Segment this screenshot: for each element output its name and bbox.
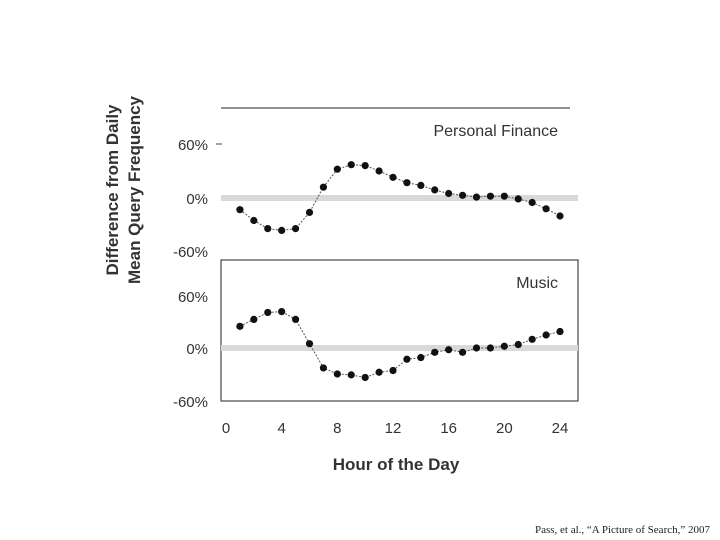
data-point xyxy=(278,308,286,316)
zero-reference-band xyxy=(221,195,578,201)
data-point xyxy=(333,370,341,378)
data-point xyxy=(528,335,536,343)
y-tick-label: 60% xyxy=(178,137,208,154)
x-tick-label: 4 xyxy=(277,420,285,437)
data-point xyxy=(528,198,536,207)
y-tick-label: 0% xyxy=(186,191,208,208)
data-point xyxy=(458,348,467,356)
data-point xyxy=(556,327,564,336)
data-point xyxy=(417,181,425,189)
data-point xyxy=(486,192,495,200)
data-point xyxy=(236,322,244,330)
data-point xyxy=(417,353,425,362)
data-point xyxy=(291,225,300,233)
data-point xyxy=(319,364,328,372)
x-tick-label: 24 xyxy=(552,420,569,437)
data-point xyxy=(542,205,550,213)
data-point xyxy=(458,191,467,199)
data-point xyxy=(278,226,286,234)
y-tick-label: 60% xyxy=(178,289,208,306)
data-point xyxy=(375,167,383,175)
data-point xyxy=(305,340,314,348)
x-tick-label: 20 xyxy=(496,420,513,437)
data-point xyxy=(500,342,508,350)
series-line xyxy=(239,311,561,379)
data-point xyxy=(361,162,369,170)
x-tick-label: 12 xyxy=(385,420,402,437)
data-point xyxy=(291,315,300,323)
data-point xyxy=(347,371,355,379)
data-point xyxy=(361,373,369,382)
y-axis-label-line1: Difference from Daily xyxy=(103,104,122,276)
data-point xyxy=(472,193,481,201)
citation: Pass, et al., “A Picture of Search,” 200… xyxy=(534,524,710,536)
data-point xyxy=(445,346,453,354)
data-point xyxy=(514,195,522,203)
data-point xyxy=(431,186,439,194)
y-tick-label: 0% xyxy=(186,341,208,358)
data-point xyxy=(389,366,397,375)
x-axis-ticks: 0 4 8 12 16 20 24 xyxy=(222,420,569,437)
panel-title: Music xyxy=(516,275,558,292)
data-point xyxy=(264,308,272,317)
data-point xyxy=(486,344,495,352)
panel-music: 60% 0% -60% Music xyxy=(173,259,579,411)
data-point xyxy=(305,208,314,216)
x-tick-label: 8 xyxy=(333,420,341,437)
x-tick-label: 0 xyxy=(222,420,230,437)
data-point xyxy=(347,161,355,169)
data-point xyxy=(389,173,397,181)
x-tick-label: 16 xyxy=(440,420,457,437)
data-point xyxy=(236,206,244,214)
data-point xyxy=(333,165,341,173)
data-point xyxy=(445,189,453,198)
x-axis-label: Hour of the Day xyxy=(333,455,460,474)
panel-frame xyxy=(220,259,579,402)
data-point xyxy=(556,212,564,220)
y-axis-label: Difference from Daily Mean Query Frequen… xyxy=(103,95,144,284)
data-point xyxy=(264,225,272,233)
panel-title: Personal Finance xyxy=(433,123,558,140)
data-point xyxy=(375,368,383,376)
y-axis-label-line2: Mean Query Frequency xyxy=(125,95,144,284)
y-tick-label: -60% xyxy=(173,244,208,261)
data-point xyxy=(472,344,481,352)
data-point xyxy=(514,340,522,349)
panel-personal-finance: 60% 0% -60% Personal Finance xyxy=(173,107,578,261)
zero-reference-band xyxy=(221,345,578,351)
data-point xyxy=(431,348,439,356)
data-point xyxy=(403,179,411,187)
data-point xyxy=(250,216,258,225)
y-tick-label: -60% xyxy=(173,394,208,411)
data-point xyxy=(542,331,550,339)
data-point xyxy=(403,355,411,363)
data-point xyxy=(500,192,508,200)
data-point xyxy=(319,183,328,191)
data-point xyxy=(250,315,258,323)
